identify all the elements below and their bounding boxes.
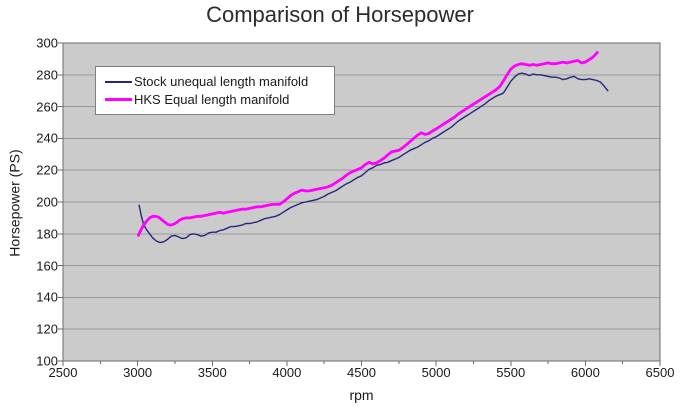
y-tick-label: 300 [36,35,58,51]
y-tick-label: 260 [36,99,58,115]
y-tick-label: 280 [36,67,58,83]
y-tick-label: 160 [36,258,58,274]
stock-series-line [138,72,609,244]
x-axis-label: rpm [349,387,374,403]
y-tick-label: 220 [36,162,58,178]
x-tick-label: 5500 [496,365,526,380]
legend-item-stock: Stock unequal length manifold [105,74,334,89]
x-tick-label: 5000 [421,365,451,380]
legend-label-stock: Stock unequal length manifold [134,74,309,89]
x-tick-label: 3500 [197,365,227,380]
stock-line-swatch [105,80,132,83]
y-tick-label: 180 [36,226,58,242]
x-tick-label: 4000 [272,365,302,380]
x-tick-label: 6500 [645,365,675,380]
x-tick-label: 2500 [48,365,78,380]
x-tick-label: 3000 [123,365,153,380]
x-tick-label: 4500 [347,365,376,380]
y-tick-label: 140 [36,289,58,305]
y-tick-label: 120 [36,321,58,337]
plot-border [62,42,661,362]
x-tick-label: 6000 [570,365,600,380]
hks-series-line [136,51,599,237]
y-axis-label: Horsepower (PS) [6,149,23,257]
y-tick-label: 100 [36,353,58,369]
legend: Stock unequal length manifold HKS Equal … [95,66,335,115]
chart-title: Comparison of Horsepower [206,2,474,27]
y-tick-label: 240 [36,130,58,146]
y-tick-label: 200 [36,194,58,210]
legend-label-hks: HKS Equal length manifold [134,92,290,107]
legend-item-hks: HKS Equal length manifold [105,92,334,107]
hks-line-swatch [105,98,132,101]
